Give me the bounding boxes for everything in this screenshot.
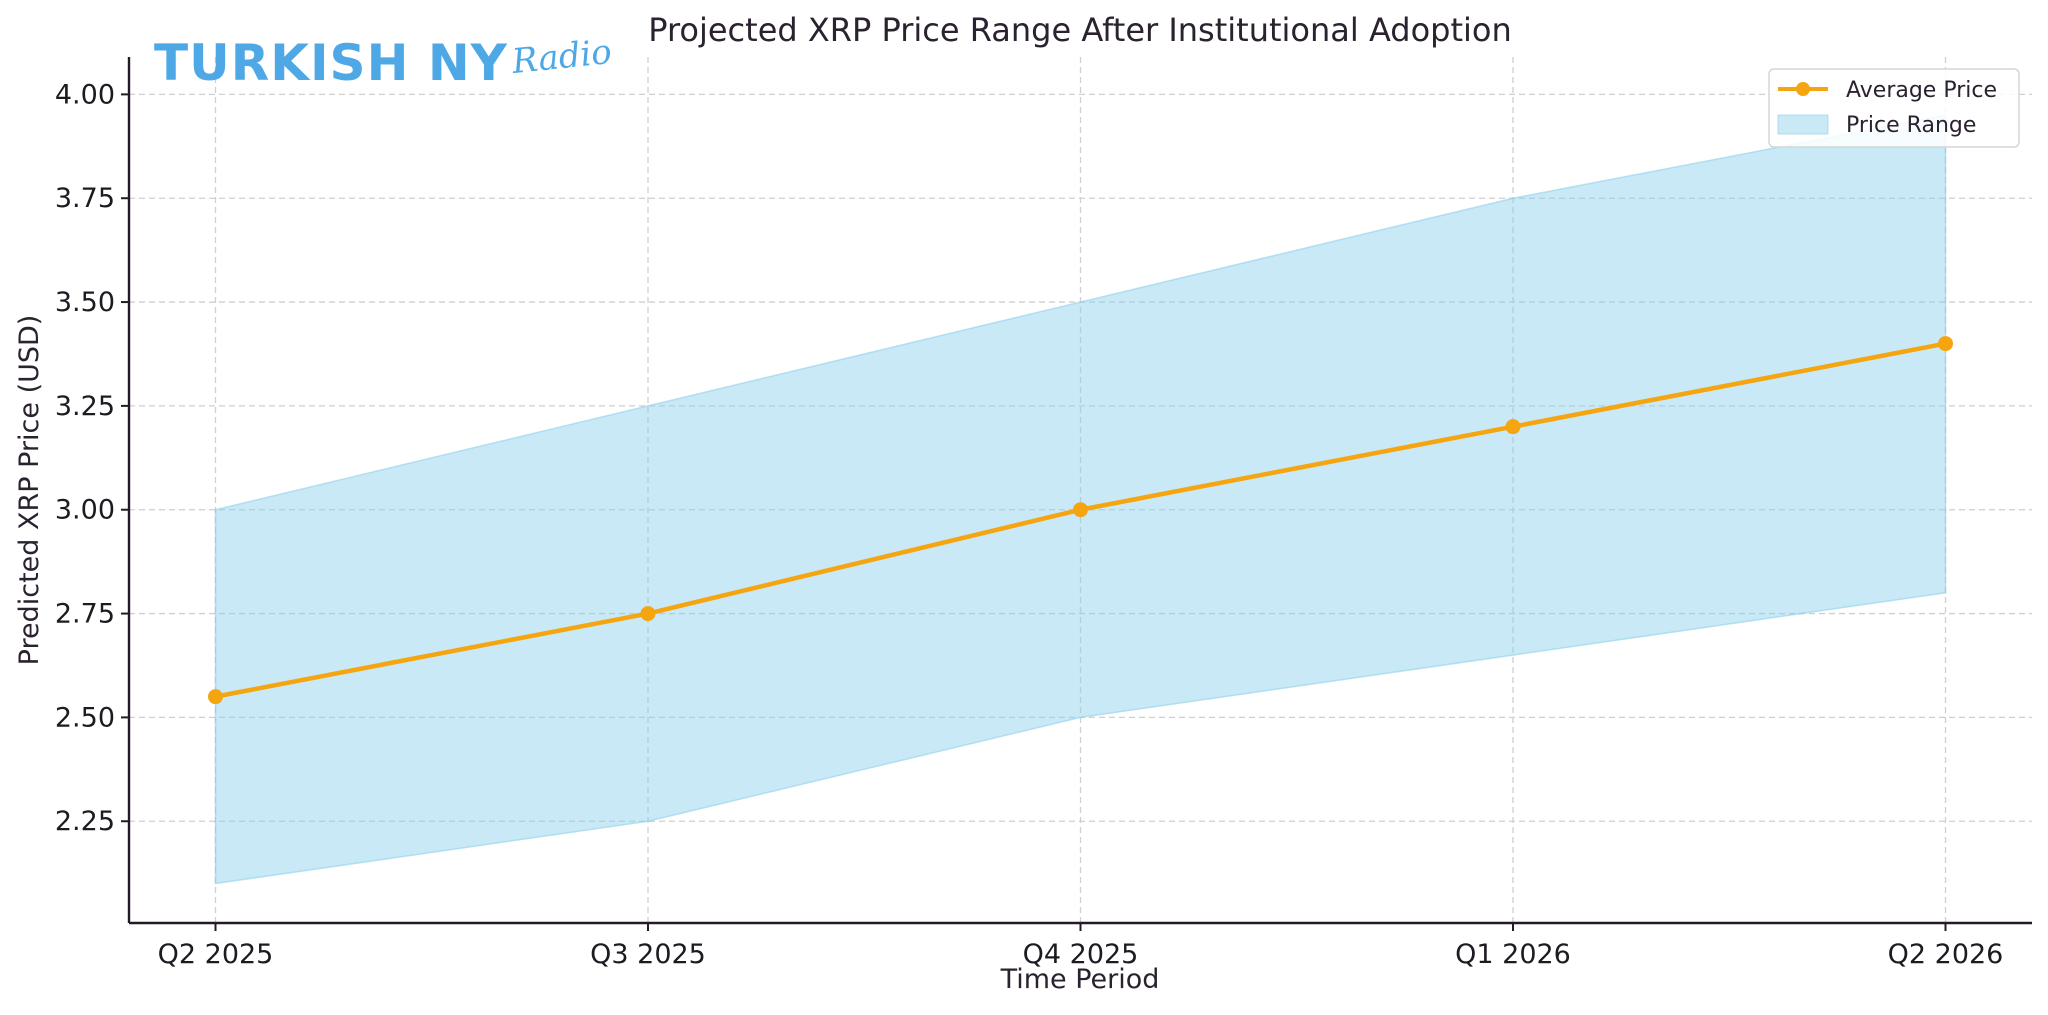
axes: [121, 57, 2032, 931]
legend-range-label: Price Range: [1846, 113, 1976, 138]
average-price-point: [640, 606, 656, 622]
average-price-point: [1505, 419, 1521, 435]
average-price-line-layer: [208, 336, 1953, 705]
x-tick-label: Q3 2025: [590, 939, 706, 970]
y-tick-label: 4.00: [55, 79, 115, 110]
x-tick-label: Q1 2026: [1455, 939, 1571, 970]
watermark-main-text: TURKISH NY: [154, 34, 508, 92]
average-price-point: [208, 689, 223, 705]
y-tick-label: 3.50: [55, 287, 115, 318]
price-range-band-layer: [214, 114, 1947, 885]
x-axis-label: Time Period: [1000, 964, 1160, 995]
watermark-script-text: Radio: [510, 31, 614, 83]
y-tick-label: 2.25: [55, 806, 115, 837]
legend-average-label: Average Price: [1846, 78, 1997, 103]
price-range-band: [214, 114, 1947, 885]
legend: Average Price Price Range: [1768, 68, 2020, 148]
legend-average-marker: [1796, 82, 1810, 96]
watermark-logo: TURKISH NY Radio: [154, 31, 614, 92]
x-tick-label: Q4 2025: [1023, 939, 1139, 970]
y-tick-label: 3.75: [55, 183, 115, 214]
y-axis-label: Predicted XRP Price (USD): [14, 315, 45, 666]
x-tick-label: Q2 2025: [158, 939, 274, 970]
y-tick-labels: 2.25 2.50 2.75 3.00 3.25 3.50 3.75 4.00: [55, 79, 115, 837]
average-price-point: [1938, 336, 1953, 352]
average-price-point: [1073, 502, 1088, 518]
y-tick-label: 3.00: [55, 495, 115, 526]
x-tick-labels: Q2 2025 Q3 2025 Q4 2025 Q1 2026 Q2 2026: [158, 939, 2004, 970]
y-tick-label: 3.25: [55, 391, 115, 422]
y-tick-label: 2.50: [55, 702, 115, 733]
legend-frame: [1768, 68, 2020, 148]
x-tick-label: Q2 2026: [1888, 939, 2004, 970]
chart-title: Projected XRP Price Range After Institut…: [648, 11, 1512, 49]
legend-range-swatch: [1777, 114, 1829, 135]
y-tick-label: 2.75: [55, 599, 115, 630]
